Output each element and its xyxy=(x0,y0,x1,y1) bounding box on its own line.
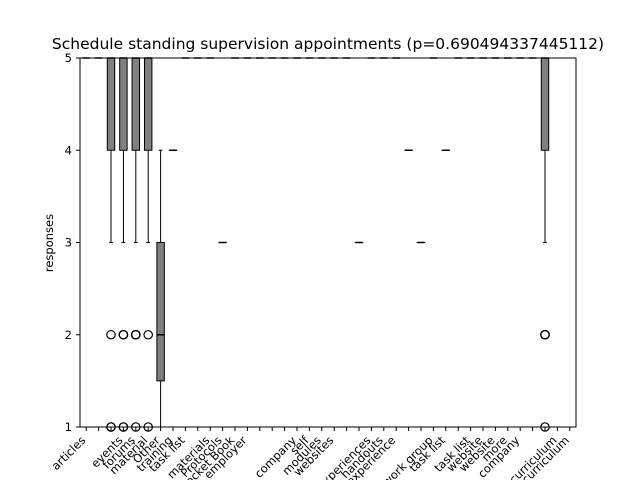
axes-frame xyxy=(79,57,577,428)
box-2 xyxy=(106,57,116,432)
x-tick-label: articles xyxy=(49,433,89,473)
y-axis: 1 2 3 4 5 xyxy=(65,51,80,434)
box-5 xyxy=(143,57,153,432)
outlier-point xyxy=(131,329,141,340)
y-tick-label: 5 xyxy=(65,51,72,65)
y-tick-label: 1 xyxy=(65,420,72,434)
box-body xyxy=(156,242,165,382)
x-axis: articles eventsforumsmaterialOthertrainin… xyxy=(49,427,572,480)
outlier-point xyxy=(118,329,129,340)
outlier-point xyxy=(540,329,550,340)
box-4 xyxy=(131,57,141,432)
box-3 xyxy=(118,57,129,432)
outlier-point xyxy=(106,329,116,340)
y-tick-label: 3 xyxy=(65,236,72,250)
box-body xyxy=(540,57,550,151)
box-body xyxy=(143,57,153,151)
box-body xyxy=(119,57,128,151)
box-6 xyxy=(156,149,165,428)
y-tick-label: 4 xyxy=(65,143,72,157)
outlier-point xyxy=(143,329,153,340)
y-axis-label: responses xyxy=(42,214,56,272)
box-body xyxy=(131,57,141,151)
plot-area xyxy=(81,57,550,432)
box-body xyxy=(106,57,116,151)
chart-title: Schedule standing supervision appointmen… xyxy=(52,35,604,53)
box-37 xyxy=(540,57,550,432)
y-tick-label: 2 xyxy=(65,328,72,342)
